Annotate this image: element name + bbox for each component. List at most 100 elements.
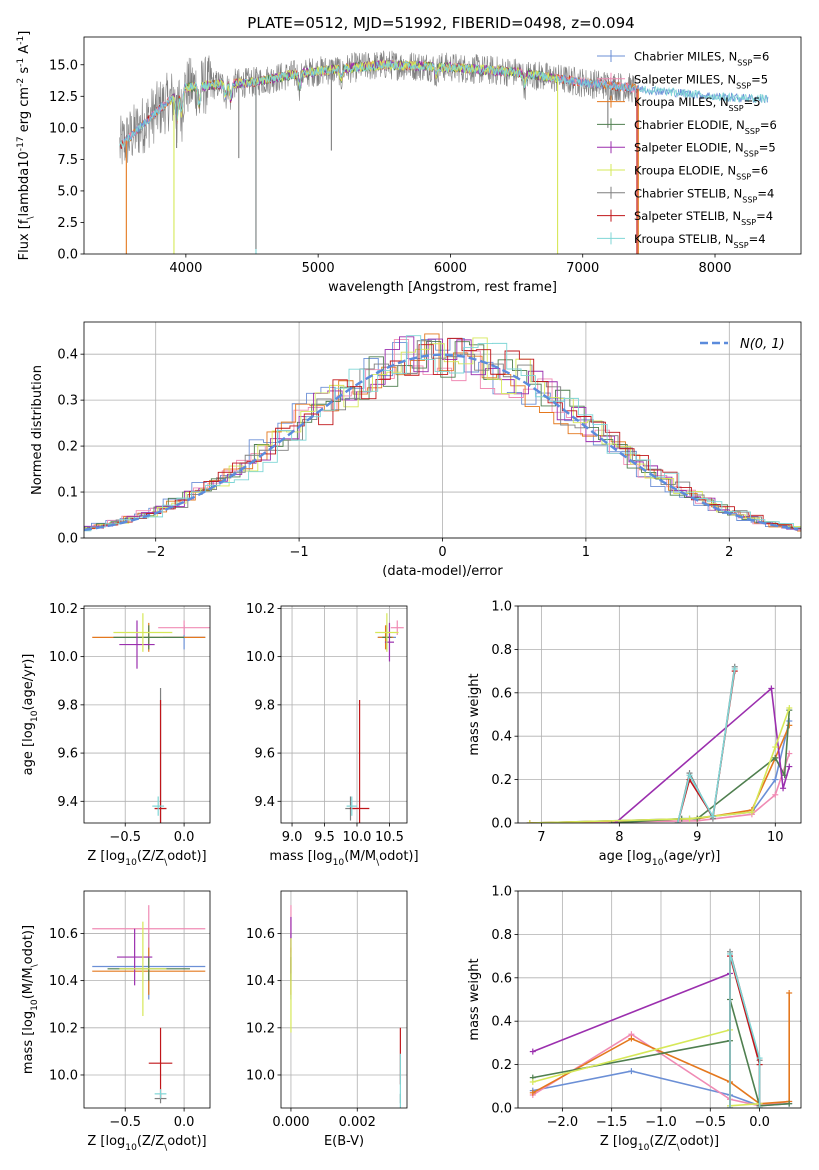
residuals-ytick-label: 0.0 <box>57 532 78 547</box>
mass_vs_EBV-frame <box>280 890 408 1109</box>
figure-title: PLATE=0512, MJD=51992, FIBERID=0498, z=0… <box>247 14 634 32</box>
weight_vs_age-line-kroupa_stelib <box>677 668 736 823</box>
weight_vs_age-panel: 7 8 9 10 0.0 0.2 0.4 0.6 0.8 1.0 age [log10(age/yr… <box>467 600 802 868</box>
weight_vs_Z-ytick-label: 0.0 <box>491 1102 512 1117</box>
age_vs_mass-frame <box>280 605 408 824</box>
mass_vs_Z-ytick-label: 10.2 <box>49 1021 78 1036</box>
mass_vs_Z-xlabel: Z [log10(Z/Z\odot)] <box>87 1134 206 1153</box>
mass_vs_EBV-panel: 0.000 0.002 10.0 10.2 10.4 10.6 E(B-V) <box>246 890 408 1149</box>
weight_vs_Z-line-kroupa_miles <box>532 993 791 1105</box>
spectrum-frame <box>83 36 802 255</box>
normal-curve <box>84 353 799 532</box>
age_vs_mass-ytick-label: 9.6 <box>254 747 275 762</box>
age_vs_mass-xtick-label: 10.0 <box>343 830 372 845</box>
mass_vs_Z-ytick-label: 10.0 <box>49 1068 78 1083</box>
residuals-xtick-label: −2 <box>146 545 165 560</box>
weight_vs_age-plot-area <box>526 663 793 823</box>
mass_vs_Z-panel: −0.5 0.0 10.0 10.2 10.4 10.6 Z [log10(Z/Z\odot… <box>21 890 211 1153</box>
age_vs_Z-panel: −0.5 0.0 9.4 9.6 9.8 10.0 10.2 Z [log10(Z/Z\odo… <box>21 602 211 868</box>
residuals-xtick-label: 2 <box>725 545 733 560</box>
weight_vs_age-xtick-label: 7 <box>537 830 545 845</box>
age_vs_mass-ytick-label: 10.0 <box>246 650 275 665</box>
age_vs_mass-xlabel: mass [log10(M/M\odot)] <box>269 849 418 868</box>
age_vs_mass-ytick-label: 9.4 <box>254 795 275 810</box>
histogram-salpeter_miles <box>84 339 801 532</box>
spectrum-ytick-label: 12.5 <box>49 90 78 105</box>
weight_vs_Z-xtick-label: −1.0 <box>645 1115 677 1130</box>
age_vs_Z-ytick-label: 9.4 <box>57 795 78 810</box>
residuals-xtick-label: −1 <box>290 545 309 560</box>
weight_vs_age-line-salpeter_elodie <box>614 686 791 823</box>
weight_vs_Z-ytick-label: 0.8 <box>491 928 512 943</box>
residuals-xlabel: (data-model)/error <box>382 564 503 579</box>
spectrum-xtick-label: 6000 <box>434 261 467 276</box>
mass_vs_Z-ytick-label: 10.4 <box>49 974 78 989</box>
age_vs_Z-ylabel: age [log10(age/yr)] <box>21 654 40 776</box>
spectrum-xtick-label: 4000 <box>169 261 202 276</box>
weight_vs_age-ytick-label: 0.8 <box>491 643 512 658</box>
spectrum-ytick-label: 10.0 <box>49 121 78 136</box>
weight_vs_age-ytick-label: 0.4 <box>491 730 512 745</box>
legend-label-chabrier_elodie: Chabrier ELODIE, NSSP=6 <box>634 118 777 136</box>
legend-label-kroupa_miles: Kroupa MILES, NSSP=5 <box>634 95 761 113</box>
weight_vs_age-line-kroupa_miles <box>529 725 791 823</box>
age_vs_Z-ytick-label: 10.0 <box>49 650 78 665</box>
legend-label-salpeter_miles: Salpeter MILES, NSSP=5 <box>634 72 768 90</box>
weight_vs_age-ytick-label: 0.2 <box>491 773 512 788</box>
spectrum-ytick-label: 0.0 <box>57 248 78 263</box>
spectrum-plot-area <box>119 50 769 254</box>
age_vs_mass-ytick-label: 9.8 <box>254 698 275 713</box>
weight_vs_Z-xtick-label: −2.0 <box>547 1115 579 1130</box>
age_vs_Z-ytick-label: 9.6 <box>57 747 78 762</box>
age_vs_Z-plot-area <box>92 613 210 823</box>
legend-label-chabrier_stelib: Chabrier STELIB, NSSP=4 <box>634 186 774 204</box>
mass_vs_Z-xtick-label: 0.0 <box>174 1115 195 1130</box>
mass_vs_EBV-xtick-label: 0.000 <box>272 1115 309 1130</box>
mass_vs_Z-frame <box>83 890 211 1109</box>
age_vs_Z-ytick-label: 10.2 <box>49 602 78 617</box>
age_vs_mass-xtick-label: 9.0 <box>282 830 303 845</box>
spectrum-ytick-label: 2.5 <box>57 216 78 231</box>
residuals-xtick-label: 1 <box>582 545 590 560</box>
age_vs_Z-xlabel: Z [log10(Z/Z\odot)] <box>87 849 206 868</box>
legend-label-normal: N(0, 1) <box>740 337 785 352</box>
mass_vs_Z-plot-area <box>92 905 206 1104</box>
weight_vs_age-ytick-label: 0.0 <box>491 817 512 832</box>
residuals-ytick-label: 0.1 <box>57 486 78 501</box>
weight_vs_age-xlabel: age [log10(age/yr)] <box>599 849 721 868</box>
residuals-plot-area <box>84 333 801 532</box>
age_vs_Z-ytick-label: 9.8 <box>57 698 78 713</box>
residuals-ytick-label: 0.3 <box>57 394 78 409</box>
weight_vs_Z-line-kroupa_stelib <box>729 953 761 1108</box>
weight_vs_age-ylabel: mass weight <box>467 673 482 755</box>
weight_vs_Z-ytick-label: 1.0 <box>491 885 512 900</box>
residuals-ylabel: Normed distribution <box>30 365 45 495</box>
age_vs_Z-xtick-label: 0.0 <box>174 830 195 845</box>
mass_vs_EBV-xlabel: E(B-V) <box>324 1134 364 1149</box>
weight_vs_Z-xtick-label: −1.5 <box>596 1115 628 1130</box>
legend-label-chabrier_miles: Chabrier MILES, NSSP=6 <box>634 50 769 68</box>
legend-label-salpeter_stelib: Salpeter STELIB, NSSP=4 <box>634 209 773 227</box>
age_vs_Z-frame <box>83 605 211 824</box>
weight_vs_age-ytick-label: 0.6 <box>491 686 512 701</box>
weight_vs_Z-ytick-label: 0.4 <box>491 1015 512 1030</box>
spectrum-ytick-label: 7.5 <box>57 153 78 168</box>
weight_vs_Z-ytick-label: 0.6 <box>491 971 512 986</box>
mass_vs_EBV-ytick-label: 10.4 <box>246 974 275 989</box>
weight_vs_age-xtick-label: 9 <box>693 830 701 845</box>
weight_vs_Z-frame <box>517 890 802 1109</box>
mass_vs_Z-ytick-label: 10.6 <box>49 927 78 942</box>
weight_vs_age-line-salpeter_stelib <box>677 670 736 823</box>
weight_vs_Z-xtick-label: −0.5 <box>694 1115 726 1130</box>
spectrum-xlabel: wavelength [Angstrom, rest frame] <box>328 280 557 295</box>
age_vs_Z-xtick-label: −0.5 <box>109 830 141 845</box>
mass_vs_EBV-ytick-label: 10.2 <box>246 1021 275 1036</box>
weight_vs_Z-xtick-label: 0.0 <box>749 1115 770 1130</box>
mass_vs_EBV-ytick-label: 10.0 <box>246 1068 275 1083</box>
histogram-chabrier_miles <box>84 337 801 530</box>
mass_vs_Z-xtick-label: −0.5 <box>109 1115 141 1130</box>
weight_vs_age-xtick-label: 8 <box>615 830 623 845</box>
weight_vs_Z-line-salpeter_elodie <box>532 972 731 1053</box>
